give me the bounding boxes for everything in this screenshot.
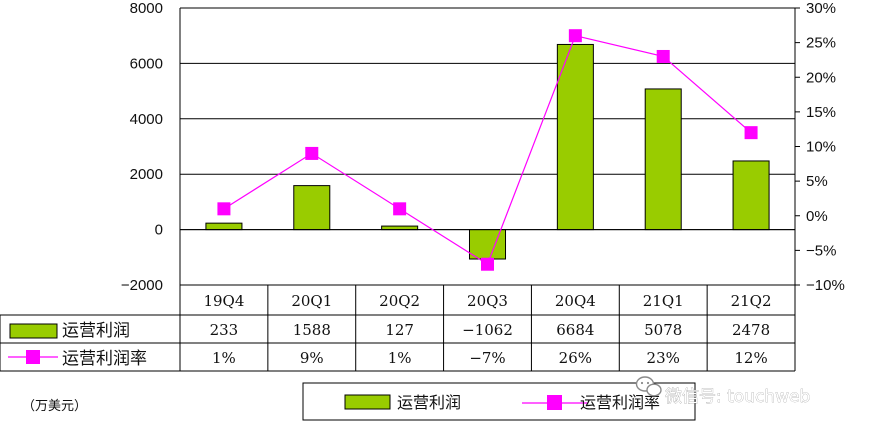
left-tick-label: 8000 <box>130 0 163 17</box>
category-label: 20Q2 <box>379 292 420 310</box>
left-axis-ticks: 8000 6000 4000 2000 0 −2000 <box>121 0 163 294</box>
category-label: 20Q3 <box>467 292 508 310</box>
category-label: 20Q4 <box>555 292 596 310</box>
axes <box>179 7 800 286</box>
legend-bar-swatch <box>344 394 391 410</box>
bar <box>205 222 243 231</box>
table-cell: 6684 <box>556 321 594 339</box>
table-cell: 1% <box>388 349 412 367</box>
line-marker <box>305 146 319 160</box>
watermark: 微信号: touchweb <box>635 376 811 407</box>
left-tick-label: 6000 <box>130 55 163 72</box>
left-tick-label: 4000 <box>130 111 163 128</box>
bar <box>732 160 770 231</box>
unit-label: （万美元） <box>22 399 87 414</box>
right-tick-label: 5% <box>806 173 828 190</box>
category-label: 19Q4 <box>203 292 244 310</box>
line-marker <box>217 202 231 216</box>
category-label: 20Q1 <box>291 292 332 310</box>
right-tick-label: 15% <box>806 104 836 121</box>
table-cell: 5078 <box>644 321 682 339</box>
table-cell: 233 <box>210 321 239 339</box>
legend-bar-label: 运营利润 <box>397 393 461 412</box>
legend-marker-icon <box>547 395 562 410</box>
watermark-text: 微信号: touchweb <box>665 387 810 407</box>
line-marker <box>656 49 670 63</box>
bar <box>468 229 507 260</box>
legend-line-label: 运营利润率 <box>580 393 660 412</box>
bar-swatch-icon <box>9 323 58 339</box>
table-cell: 2478 <box>732 321 770 339</box>
line-marker <box>481 257 494 271</box>
marker-swatch-icon <box>26 350 40 364</box>
wechat-icon <box>635 376 662 397</box>
right-tick-label: 30% <box>806 0 836 17</box>
bar-series <box>205 43 770 260</box>
right-tick-label: 0% <box>806 208 828 225</box>
data-table: 19Q4 20Q1 20Q2 20Q3 20Q4 21Q1 21Q2 233 1588 127 −1… <box>0 285 796 372</box>
left-tick-label: 0 <box>155 222 163 239</box>
bar <box>293 185 331 231</box>
right-tick-label: 25% <box>806 35 836 52</box>
line-series <box>217 29 758 271</box>
right-tick-label: −5% <box>806 242 836 259</box>
table-cell: 9% <box>300 349 324 367</box>
bar <box>556 43 594 231</box>
table-cell: 12% <box>734 349 767 367</box>
category-label: 21Q1 <box>643 292 684 310</box>
table-cell: 26% <box>559 349 592 367</box>
table-cell: −1062 <box>462 321 513 339</box>
row-label: 运营利润率 <box>62 349 147 369</box>
line-marker <box>393 202 407 216</box>
category-label: 21Q2 <box>731 292 772 310</box>
bar <box>644 88 682 231</box>
right-tick-label: 20% <box>806 69 836 86</box>
table-cell: 127 <box>385 321 414 339</box>
table-cell: 1588 <box>293 321 331 339</box>
right-tick-label: −10% <box>806 277 845 294</box>
left-tick-label: −2000 <box>121 277 163 294</box>
legend: 运营利润 运营利润率 <box>302 382 696 421</box>
right-axis-ticks: 30% 25% 20% 15% 10% 5% 0% −5% −10% <box>806 0 845 294</box>
line-marker <box>568 29 582 43</box>
table-cell: 1% <box>212 349 236 367</box>
right-tick-label: 10% <box>806 139 836 156</box>
table-cell: −7% <box>469 349 505 367</box>
table-cell: 23% <box>647 349 680 367</box>
bar <box>381 225 419 231</box>
line-marker <box>744 126 758 140</box>
left-tick-label: 2000 <box>130 166 163 183</box>
row-label: 运营利润 <box>62 321 130 341</box>
